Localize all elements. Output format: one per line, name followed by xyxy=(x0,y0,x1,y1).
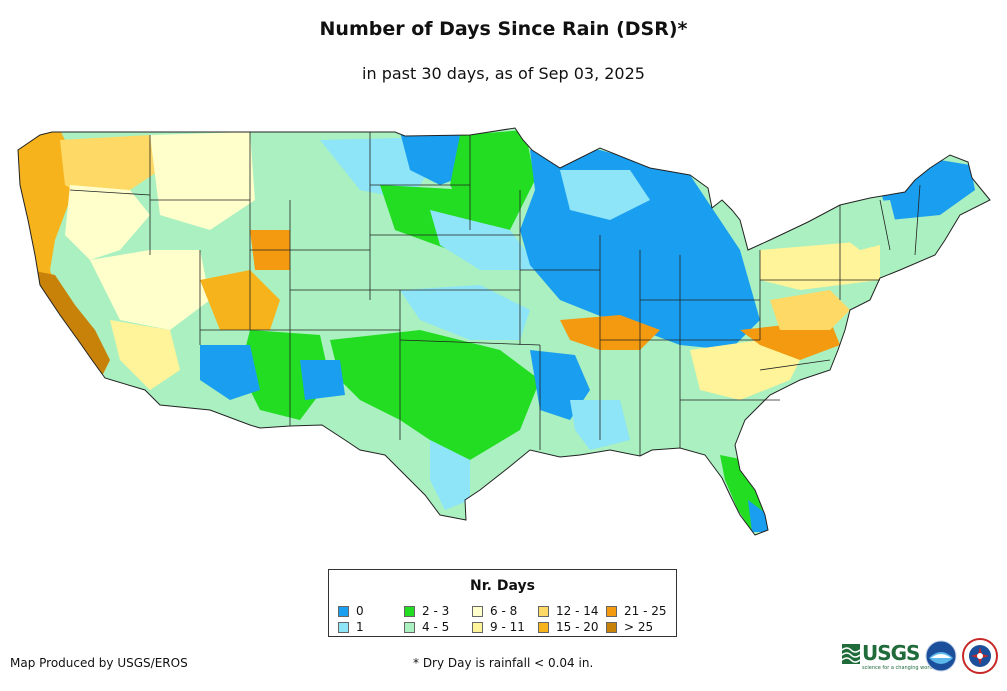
region-2-3-texas-oklahoma xyxy=(330,330,540,460)
usgs-wave-icon xyxy=(842,644,860,664)
map-title: Number of Days Since Rain (DSR)* xyxy=(319,18,688,40)
legend-label-12-14: 12 - 14 xyxy=(556,604,599,618)
legend-item-21-25: 21 - 25 xyxy=(606,604,667,618)
dry-day-note: * Dry Day is rainfall < 0.04 in. xyxy=(413,656,594,670)
legend-label-4-5: 4 - 5 xyxy=(422,620,450,634)
noaa-logo-icon xyxy=(925,640,957,672)
region-4-5-new-england xyxy=(840,200,900,250)
us-outline xyxy=(17,127,991,536)
region-21-25-missouri xyxy=(560,315,660,350)
legend-label-gt25: > 25 xyxy=(624,620,654,634)
region-15-20-westcoast xyxy=(18,130,95,370)
legend-item-6-8: 6 - 8 xyxy=(472,604,517,618)
region-0-arizona xyxy=(200,345,260,400)
region-0-maine xyxy=(880,160,975,220)
region-6-8-idaho xyxy=(150,132,255,230)
legend: Nr. Days 0 1 2 - 3 4 - 5 6 - 8 9 - 11 12… xyxy=(328,569,677,637)
legend-item-4-5: 4 - 5 xyxy=(404,620,449,634)
legend-item-gt25: > 25 xyxy=(606,620,653,634)
region-4-5-georgia xyxy=(640,395,730,440)
legend-title: Nr. Days xyxy=(470,578,535,594)
legend-swatch-gt25 xyxy=(606,621,617,633)
usgs-tagline: science for a changing world xyxy=(862,665,934,671)
legend-swatch-1 xyxy=(338,621,349,633)
region-6-8-oregon xyxy=(65,185,150,260)
legend-label-21-25: 21 - 25 xyxy=(624,604,667,618)
dsr-regions xyxy=(18,130,975,532)
credit-text: Map Produced by USGS/EROS xyxy=(10,656,188,670)
legend-item-1: 1 xyxy=(338,620,364,634)
usgs-wordmark: USGS xyxy=(862,641,920,665)
legend-label-15-20: 15 - 20 xyxy=(556,620,599,634)
legend-swatch-0 xyxy=(338,605,349,617)
region-1-montana xyxy=(320,138,430,200)
legend-item-9-11: 9 - 11 xyxy=(472,620,525,634)
region-1-south-texas xyxy=(430,440,470,510)
region-6-8-nevada xyxy=(90,250,210,330)
region-9-11-carolinas xyxy=(690,340,800,400)
region-1-wisconsin xyxy=(560,170,650,220)
usgs-logo: USGS science for a changing world xyxy=(842,640,934,674)
nws-logo-icon xyxy=(962,638,998,674)
legend-swatch-15-20 xyxy=(538,621,549,633)
legend-item-15-20: 15 - 20 xyxy=(538,620,599,634)
region-0-south-florida xyxy=(748,500,768,532)
legend-swatch-2-3 xyxy=(404,605,415,617)
region-9-11-pennsylvania xyxy=(760,240,880,290)
region-0-illinois xyxy=(600,235,660,280)
legend-swatch-12-14 xyxy=(538,605,549,617)
legend-swatch-6-8 xyxy=(472,605,483,617)
region-9-11-socal xyxy=(110,320,180,390)
region-gt25-california xyxy=(30,270,110,380)
legend-label-1: 1 xyxy=(356,620,364,634)
region-12-14-northwest xyxy=(60,135,160,200)
region-0-nm-south xyxy=(300,360,345,400)
legend-swatch-9-11 xyxy=(472,621,483,633)
region-12-14-mid-atlantic xyxy=(770,290,850,330)
legend-item-0: 0 xyxy=(338,604,364,618)
map-subtitle: in past 30 days, as of Sep 03, 2025 xyxy=(362,64,645,83)
legend-item-12-14: 12 - 14 xyxy=(538,604,599,618)
legend-swatch-4-5 xyxy=(404,621,415,633)
legend-label-9-11: 9 - 11 xyxy=(490,620,525,634)
legend-label-0: 0 xyxy=(356,604,364,618)
legend-label-6-8: 6 - 8 xyxy=(490,604,518,618)
legend-label-2-3: 2 - 3 xyxy=(422,604,450,618)
legend-item-2-3: 2 - 3 xyxy=(404,604,449,618)
region-1-nebraska xyxy=(430,210,540,270)
region-15-20-utah xyxy=(200,270,280,330)
state-boundaries xyxy=(69,132,921,456)
region-1-kansas xyxy=(400,285,530,340)
legend-swatch-21-25 xyxy=(606,605,617,617)
